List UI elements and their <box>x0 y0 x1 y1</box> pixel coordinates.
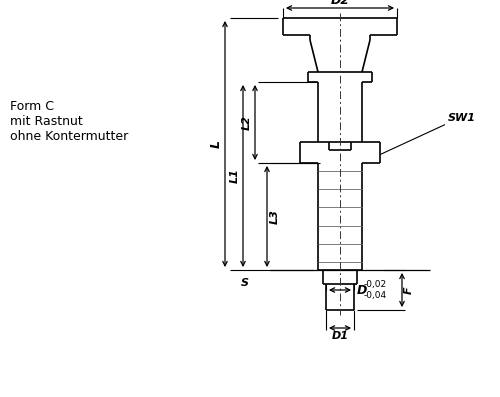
Text: SW1: SW1 <box>448 113 476 123</box>
Text: F: F <box>404 286 414 294</box>
Text: S: S <box>241 278 249 288</box>
Text: -0,04: -0,04 <box>364 291 387 300</box>
Text: mit Rastnut: mit Rastnut <box>10 115 83 128</box>
Text: -0,02: -0,02 <box>364 280 387 289</box>
Text: ohne Kontermutter: ohne Kontermutter <box>10 130 128 143</box>
Text: D2: D2 <box>330 0 349 8</box>
Text: L: L <box>210 140 222 148</box>
Text: L1: L1 <box>230 169 240 183</box>
Text: D: D <box>357 283 368 297</box>
Text: D1: D1 <box>332 331 348 341</box>
Text: L2: L2 <box>242 115 252 130</box>
Text: L3: L3 <box>270 209 280 224</box>
Text: Form C: Form C <box>10 100 54 113</box>
